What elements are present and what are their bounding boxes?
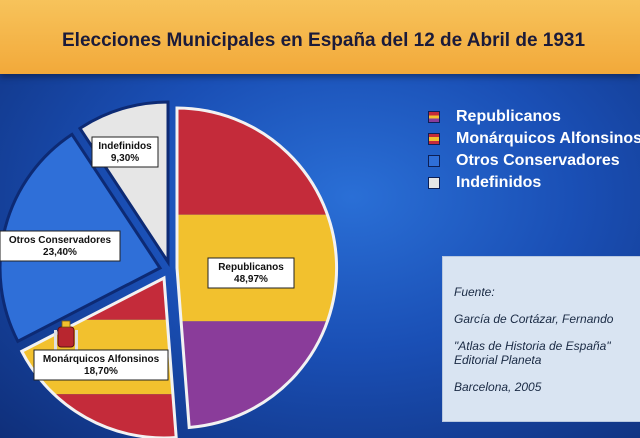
legend-swatch-otros: [428, 155, 440, 167]
chart-title: Elecciones Municipales en España del 12 …: [62, 30, 586, 51]
source-author: García de Cortázar, Fernando: [454, 312, 614, 326]
data-label-value: 48,97%: [234, 274, 268, 285]
data-label-value: 9,30%: [111, 153, 139, 164]
source-publisher: Editorial Planeta: [454, 353, 542, 367]
data-label-box: [207, 257, 295, 289]
legend-label: Indefinidos: [456, 174, 542, 191]
legend-swatch-republicanos: [428, 111, 440, 123]
data-label-name: Otros Conservadores: [9, 235, 112, 246]
source-place-year: Barcelona, 2005: [454, 380, 542, 394]
data-label-name: Indefinidos: [98, 141, 152, 152]
source-work: "Atlas de Historia de España": [454, 339, 611, 353]
legend-label: Otros Conservadores: [456, 152, 620, 169]
legend-swatch-indefinidos: [428, 177, 440, 189]
legend-label: Republicanos: [456, 108, 561, 125]
pie-slices: [0, 100, 339, 438]
source-heading: Fuente:: [454, 285, 495, 299]
slice-border-republicanos: [175, 106, 339, 430]
data-label-value: 18,70%: [84, 366, 118, 377]
data-label-name: Monárquicos Alfonsinos: [43, 354, 160, 365]
data-label-box: [33, 349, 169, 381]
data-label-name: Republicanos: [218, 262, 284, 273]
legend-label: Monárquicos Alfonsinos: [456, 130, 640, 147]
legend-swatch-monarquicos: [428, 133, 440, 145]
data-label-box: [91, 136, 159, 168]
data-label-box: [0, 230, 121, 262]
data-label-value: 23,40%: [43, 247, 77, 258]
band-red-bottom: [21, 394, 177, 438]
crest-icon: [54, 320, 78, 352]
title-bar: Elecciones Municipales en España del 12 …: [0, 0, 640, 74]
source-box: Fuente: García de Cortázar, Fernando "At…: [442, 256, 640, 422]
